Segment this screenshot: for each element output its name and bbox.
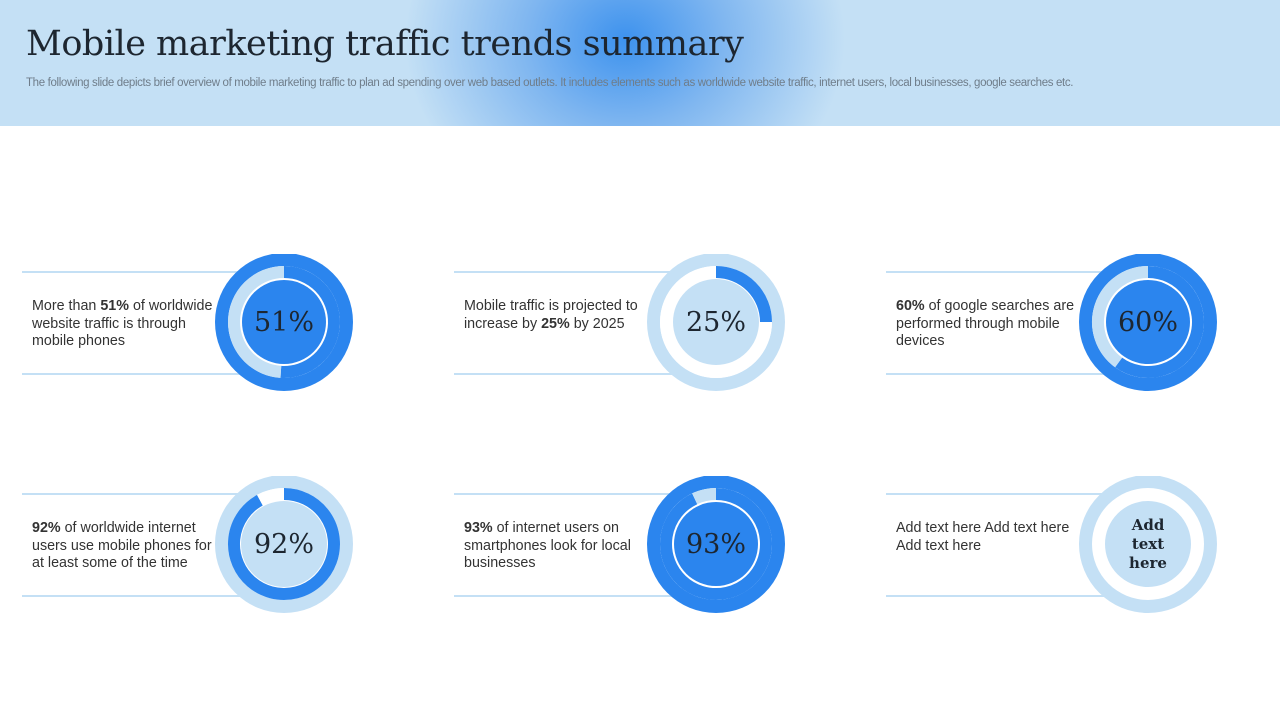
divider-line <box>454 271 684 273</box>
donut-value-label: 60% <box>1118 307 1178 338</box>
stat-highlight: 25% <box>541 315 570 332</box>
donut-chart: 92% <box>215 476 353 613</box>
donut-value-label: 25% <box>686 307 746 338</box>
donut-value-label: Add text here <box>1129 516 1167 572</box>
stat-description-text: by 2025 <box>569 315 625 332</box>
stat-description: More than 51% of worldwide website traff… <box>32 298 227 351</box>
divider-line <box>886 595 1116 597</box>
donut-center <box>241 501 327 587</box>
donut-center <box>1105 501 1191 587</box>
donut-value-label: 92% <box>254 529 314 560</box>
divider-line <box>22 493 252 495</box>
donut-chart: 93% <box>647 476 785 613</box>
donut-remaining-arc <box>1092 266 1149 368</box>
stat-description-text: More than <box>32 298 101 314</box>
header-banner: Mobile marketing traffic trends summary … <box>0 0 1280 126</box>
donut-remaining-arc <box>660 266 772 378</box>
divider-line <box>22 595 252 597</box>
donut-progress-arc <box>280 266 340 378</box>
stat-description-text: of internet users on smartphones look fo… <box>464 520 631 572</box>
donut-chart: 51% <box>215 254 353 391</box>
stat-description-text: Mobile traffic is projected to increase … <box>464 298 638 332</box>
stat-highlight: 60% <box>896 298 925 314</box>
page-title: Mobile marketing traffic trends summary <box>26 24 744 64</box>
stat-description-text: Add text here Add text here Add text her… <box>896 520 1070 554</box>
donut-progress-arc <box>715 266 772 323</box>
donut-progress-arc <box>228 488 340 600</box>
stat-card: More than 51% of worldwide website traff… <box>22 254 357 394</box>
donut-progress-arc <box>1115 266 1204 378</box>
stat-description: 93% of internet users on smartphones loo… <box>464 520 659 573</box>
divider-line <box>454 595 684 597</box>
stat-card: Add text here Add text here Add text her… <box>886 476 1221 616</box>
donut-center <box>1106 280 1190 364</box>
donut-center <box>673 279 759 365</box>
donut-remaining-arc <box>228 266 285 378</box>
divider-line <box>22 271 252 273</box>
stat-card: 93% of internet users on smartphones loo… <box>454 476 789 616</box>
stat-card: 92% of worldwide internet users use mobi… <box>22 476 357 616</box>
divider-line <box>886 373 1116 375</box>
donut-value-label: 93% <box>686 529 746 560</box>
donut-value-label: 51% <box>254 307 314 338</box>
stat-highlight: 51% <box>100 298 129 314</box>
divider-line <box>886 271 1116 273</box>
donut-chart: 60% <box>1079 254 1217 391</box>
stat-highlight: 92% <box>32 520 61 536</box>
stat-card: Mobile traffic is projected to increase … <box>454 254 789 394</box>
donut-chart: Add text here <box>1079 476 1217 613</box>
donut-chart: 25% <box>647 254 785 391</box>
stat-description-text: of google searches are performed through… <box>896 298 1075 350</box>
donut-center <box>674 502 758 586</box>
stat-description-text: of worldwide website traffic is through … <box>32 298 213 350</box>
divider-line <box>454 373 684 375</box>
donut-remaining-arc <box>692 488 717 505</box>
stat-description-text: of worldwide internet users use mobile p… <box>32 520 212 572</box>
donut-center <box>242 280 326 364</box>
stat-description: Add text here Add text here Add text her… <box>896 520 1091 555</box>
stat-card: 60% of google searches are performed thr… <box>886 254 1221 394</box>
stat-description: Mobile traffic is projected to increase … <box>464 298 659 333</box>
stat-highlight: 93% <box>464 520 493 536</box>
donut-remaining-arc <box>257 488 285 506</box>
divider-line <box>454 493 684 495</box>
page-subtitle: The following slide depicts brief overvi… <box>26 77 1074 89</box>
donut-progress-arc <box>660 488 772 600</box>
stat-description: 60% of google searches are performed thr… <box>896 298 1091 351</box>
divider-line <box>886 493 1116 495</box>
divider-line <box>22 373 252 375</box>
stat-description: 92% of worldwide internet users use mobi… <box>32 520 227 573</box>
